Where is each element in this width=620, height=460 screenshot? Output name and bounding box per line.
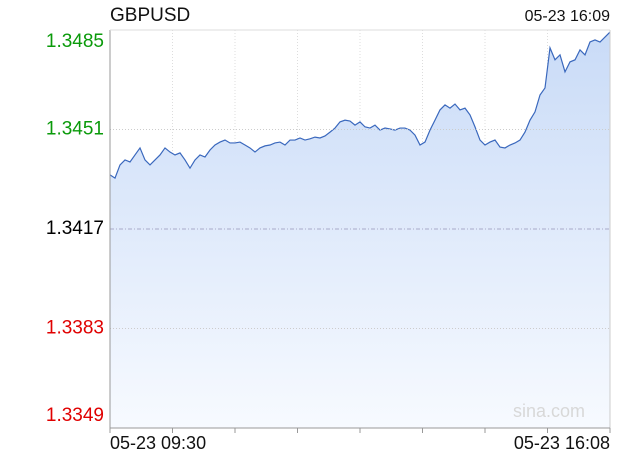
x-tick-label: 05-23 16:08 [514, 433, 610, 453]
y-tick-label: 1.3383 [46, 318, 104, 339]
timestamp: 05-23 16:09 [525, 8, 611, 25]
y-tick-label: 1.3451 [46, 119, 104, 140]
chart-title: GBPUSD [110, 5, 190, 26]
area [110, 32, 610, 429]
y-tick-label: 1.3485 [46, 31, 104, 52]
watermark: sina.com [513, 401, 585, 421]
x-tick-label: 05-23 09:30 [110, 433, 206, 453]
y-tick-label: 1.3349 [46, 405, 104, 426]
price-line [109, 31, 611, 179]
y-tick-label: 1.3417 [46, 218, 104, 239]
